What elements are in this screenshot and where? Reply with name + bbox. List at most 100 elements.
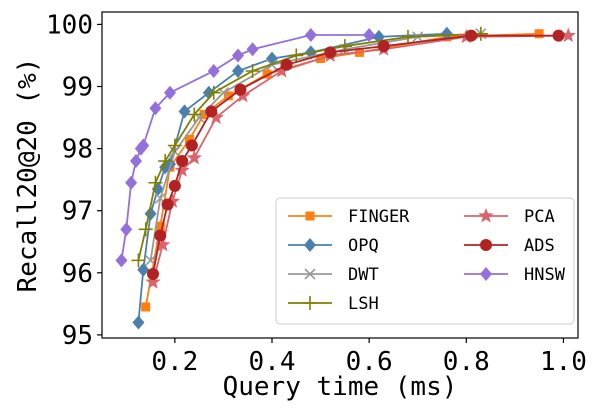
data-point — [145, 254, 157, 266]
data-point — [206, 85, 221, 100]
data-point — [120, 222, 133, 237]
y-axis: 95 96 97 98 99 100 — [46, 10, 102, 351]
data-point — [234, 83, 247, 96]
series-hnsw — [115, 27, 376, 268]
data-point — [205, 105, 218, 118]
data-point — [148, 175, 163, 190]
data-point — [125, 175, 138, 190]
x-axis: 0.2 0.4 0.6 0.8 1.0 — [151, 338, 587, 377]
data-point — [232, 63, 244, 78]
data-point — [184, 134, 194, 144]
data-point — [168, 179, 181, 192]
y-tick-label: 98 — [62, 135, 93, 165]
data-point — [147, 268, 159, 281]
data-point — [560, 27, 576, 43]
data-point — [208, 109, 224, 125]
data-point — [223, 91, 233, 101]
x-tick-label: 0.4 — [249, 347, 296, 377]
data-point — [363, 27, 376, 42]
data-point — [138, 222, 153, 237]
data-point — [232, 48, 244, 63]
data-point — [185, 139, 198, 152]
data-point — [137, 262, 150, 277]
legend-label: HNSW — [524, 265, 566, 285]
data-point — [130, 154, 142, 169]
legend-label: LSH — [348, 294, 379, 314]
data-point — [199, 109, 209, 119]
data-point — [155, 221, 165, 231]
legend-marker — [304, 238, 316, 252]
data-point — [154, 229, 167, 242]
data-point — [149, 101, 162, 116]
legend-marker — [303, 296, 317, 310]
x-tick-label: 1.0 — [540, 347, 587, 377]
data-point — [552, 29, 565, 42]
y-tick-label: 97 — [62, 197, 93, 227]
legend-entry-hnsw: HNSW — [464, 265, 566, 285]
data-point — [304, 27, 317, 42]
legend-marker — [305, 211, 315, 221]
data-point — [167, 138, 182, 153]
legend-entry-finger: FINGER — [288, 207, 410, 227]
y-tick-label: 95 — [62, 321, 93, 351]
data-point — [131, 253, 146, 268]
y-tick-label: 96 — [62, 259, 93, 289]
legend-entry-ads: ADS — [464, 236, 555, 256]
plot-area — [115, 26, 576, 330]
data-point — [465, 29, 478, 42]
legend-label: PCA — [524, 207, 555, 227]
legend-marker — [480, 239, 492, 251]
data-point — [440, 26, 453, 41]
legend-entry-dwt: DWT — [288, 265, 379, 285]
data-point — [401, 29, 415, 44]
data-point — [132, 315, 145, 330]
data-point — [207, 63, 220, 78]
series-ads — [147, 29, 565, 281]
legend-label: OPQ — [348, 236, 379, 256]
legend-marker — [478, 208, 494, 223]
y-tick-label: 99 — [62, 73, 93, 103]
legend-entry-opq: OPQ — [288, 236, 379, 256]
data-point — [245, 63, 260, 78]
data-point — [115, 253, 128, 268]
legend-label: FINGER — [348, 207, 410, 227]
data-point — [262, 69, 272, 79]
data-point — [280, 58, 293, 71]
data-point — [377, 40, 390, 53]
data-point — [176, 155, 189, 168]
data-point — [274, 62, 290, 78]
x-tick-label: 0.8 — [443, 347, 490, 377]
data-point — [187, 107, 202, 122]
series-lsh — [131, 26, 488, 268]
x-axis-label: Query time (ms) — [223, 372, 458, 402]
data-point — [186, 149, 202, 165]
plot-frame — [101, 11, 579, 339]
data-point — [246, 42, 259, 57]
data-point — [178, 104, 191, 119]
data-point — [145, 274, 161, 289]
data-point — [174, 162, 190, 177]
legend-marker — [304, 268, 316, 280]
y-tick-label: 100 — [46, 10, 93, 40]
legend-box — [275, 197, 575, 325]
legend: FINGER OPQ DWT LSH PCA ADS HNSW — [275, 197, 575, 325]
data-point — [161, 198, 174, 211]
x-tick-label: 0.2 — [151, 347, 198, 377]
data-point — [137, 138, 150, 153]
data-point — [289, 48, 304, 63]
series-line — [137, 32, 481, 261]
legend-marker — [480, 267, 492, 281]
y-axis-label: Recall20@20 (%) — [13, 58, 43, 293]
data-point — [164, 193, 181, 208]
x-tick-label: 0.6 — [346, 347, 393, 377]
legend-entry-lsh: LSH — [288, 294, 379, 314]
data-point — [534, 29, 544, 39]
data-point — [155, 236, 171, 252]
legend-entry-pca: PCA — [464, 207, 555, 227]
legend-label: DWT — [348, 265, 379, 285]
data-point — [141, 302, 151, 312]
data-point — [158, 154, 173, 169]
data-point — [164, 85, 176, 100]
data-point — [324, 46, 337, 59]
